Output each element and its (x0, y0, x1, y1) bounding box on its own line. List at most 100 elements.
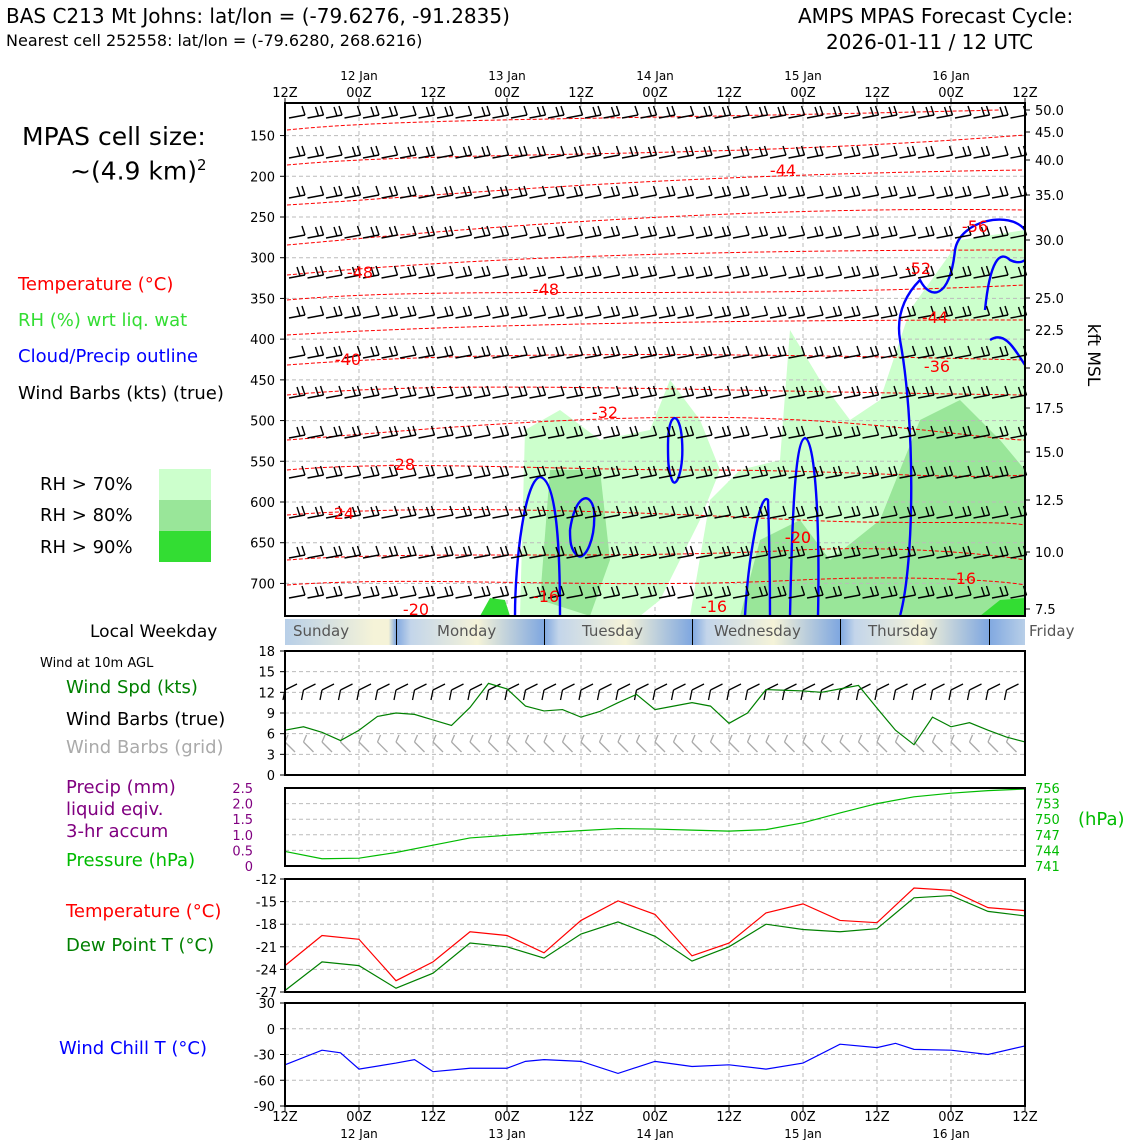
grid-wind-barb-feather (857, 734, 863, 743)
grid-wind-barb (636, 741, 647, 753)
wind-barb-feather (444, 306, 449, 317)
wind-barb-staff (732, 594, 750, 599)
wind-barb (751, 105, 769, 119)
wind-barb-staff (529, 394, 546, 399)
wind-barb (362, 265, 380, 279)
wind-barb (381, 185, 399, 199)
wind-barb-feather (333, 346, 338, 357)
wind-barb (636, 683, 649, 691)
wind-barb (806, 145, 824, 159)
wind-barb-staff (307, 154, 324, 159)
wind-barb (788, 185, 806, 199)
wind-barb-feather (597, 105, 602, 116)
wind-barb (973, 105, 991, 119)
wind-barb-staff (566, 194, 583, 199)
wind-barb (788, 545, 806, 559)
grid-wind-barb-feather (432, 734, 437, 743)
wind-barb-staff (843, 594, 861, 599)
wind-barb (917, 185, 935, 199)
wind-barb-staff (677, 554, 694, 559)
wind-barb-staff (917, 354, 935, 359)
wind-barb-feather (486, 345, 491, 356)
wind-barb-feather (536, 226, 542, 237)
wind-barb-feather (541, 105, 547, 116)
wind-barb-staff (510, 314, 528, 319)
wind-barb (954, 265, 972, 279)
wind-barb-feather (518, 426, 523, 437)
wind-barb (769, 465, 787, 479)
wind-barb-feather (393, 545, 399, 556)
wind-barb-staff (1010, 514, 1027, 519)
wind-barb-feather (671, 305, 676, 316)
wind-barb-feather (689, 689, 693, 701)
wind-barb-feather (430, 585, 436, 596)
wind-barb-staff (658, 514, 676, 519)
temperature-contour-label: -52 (905, 259, 931, 278)
wind-barb-staff (640, 554, 657, 559)
wind-barb-feather (893, 145, 898, 156)
wind-barb-staff (936, 154, 953, 159)
wind-barb-feather (610, 106, 616, 117)
precip-label-3: 3-hr accum (66, 821, 169, 842)
wind-barb-staff (677, 394, 694, 399)
wind-barb-feather (684, 266, 690, 277)
wind-barb (529, 385, 547, 399)
wind-barb-staff (566, 234, 583, 239)
grid-wind-barb-feather (931, 734, 937, 743)
wind-barb-staff (825, 154, 842, 159)
wind-barb-feather (763, 105, 769, 116)
grid-wind-barb (821, 741, 832, 753)
wind-barb-feather (629, 386, 634, 397)
bottom-date-label: 13 Jan (488, 1127, 526, 1140)
wind-barb (695, 465, 713, 479)
wind-barb (547, 225, 565, 239)
wind-barb-feather (578, 185, 584, 196)
wind-barb (325, 425, 343, 439)
wind-barb-feather (541, 185, 547, 196)
wind-barb-staff (806, 394, 824, 399)
wind-barb-feather (523, 385, 528, 396)
wind-barb-feather (425, 506, 431, 517)
wind-barb-staff (677, 114, 694, 119)
wind-barb-feather (967, 545, 972, 556)
top-time-tick: 12Z (568, 86, 594, 101)
wind-barb-feather (819, 305, 824, 316)
wind-barb-feather (670, 689, 675, 701)
wind-barb (899, 305, 917, 319)
wind-barb-feather (375, 265, 380, 276)
wind-barb-feather (467, 585, 473, 596)
grid-wind-barb-feather (617, 734, 622, 743)
wind-barb-staff (325, 354, 343, 359)
wind-barb-feather (541, 585, 547, 596)
bottom-date-label: 15 Jan (784, 1127, 822, 1140)
wind-barb-staff (547, 194, 565, 199)
wind-barb-feather (536, 466, 542, 477)
temperature-contour (286, 354, 1026, 366)
wind-barb-feather (444, 226, 449, 237)
wind-barb-staff (492, 314, 509, 319)
wind-barb (821, 683, 834, 691)
wind-barb-staff (714, 474, 731, 479)
wind-barb-staff (510, 514, 528, 519)
wind-barb (658, 265, 676, 279)
wind-barb-feather (333, 306, 338, 317)
wind-barb-feather (930, 185, 935, 196)
wind-barb-feather (740, 386, 745, 397)
wind-barb-feather (467, 689, 471, 701)
wind-barb-feather (740, 426, 745, 437)
wind-barb-feather (930, 465, 935, 476)
wind-barb-feather (555, 106, 560, 117)
wind-barb (381, 425, 399, 439)
wind-barb-staff (473, 434, 491, 439)
wind-barb-feather (703, 506, 708, 517)
wind-barb (954, 145, 972, 159)
wind-barb-feather (856, 265, 861, 276)
wind-barb (991, 425, 1009, 439)
wind-barb-feather (301, 305, 306, 316)
wind-barb-staff (862, 394, 879, 399)
wind-barb-feather (851, 186, 856, 197)
wind-barb-feather (430, 465, 436, 476)
kft-tick-label: 25.0 (1035, 292, 1064, 307)
grid-wind-barb-feather (598, 734, 604, 743)
wind-barb-feather (800, 585, 806, 596)
